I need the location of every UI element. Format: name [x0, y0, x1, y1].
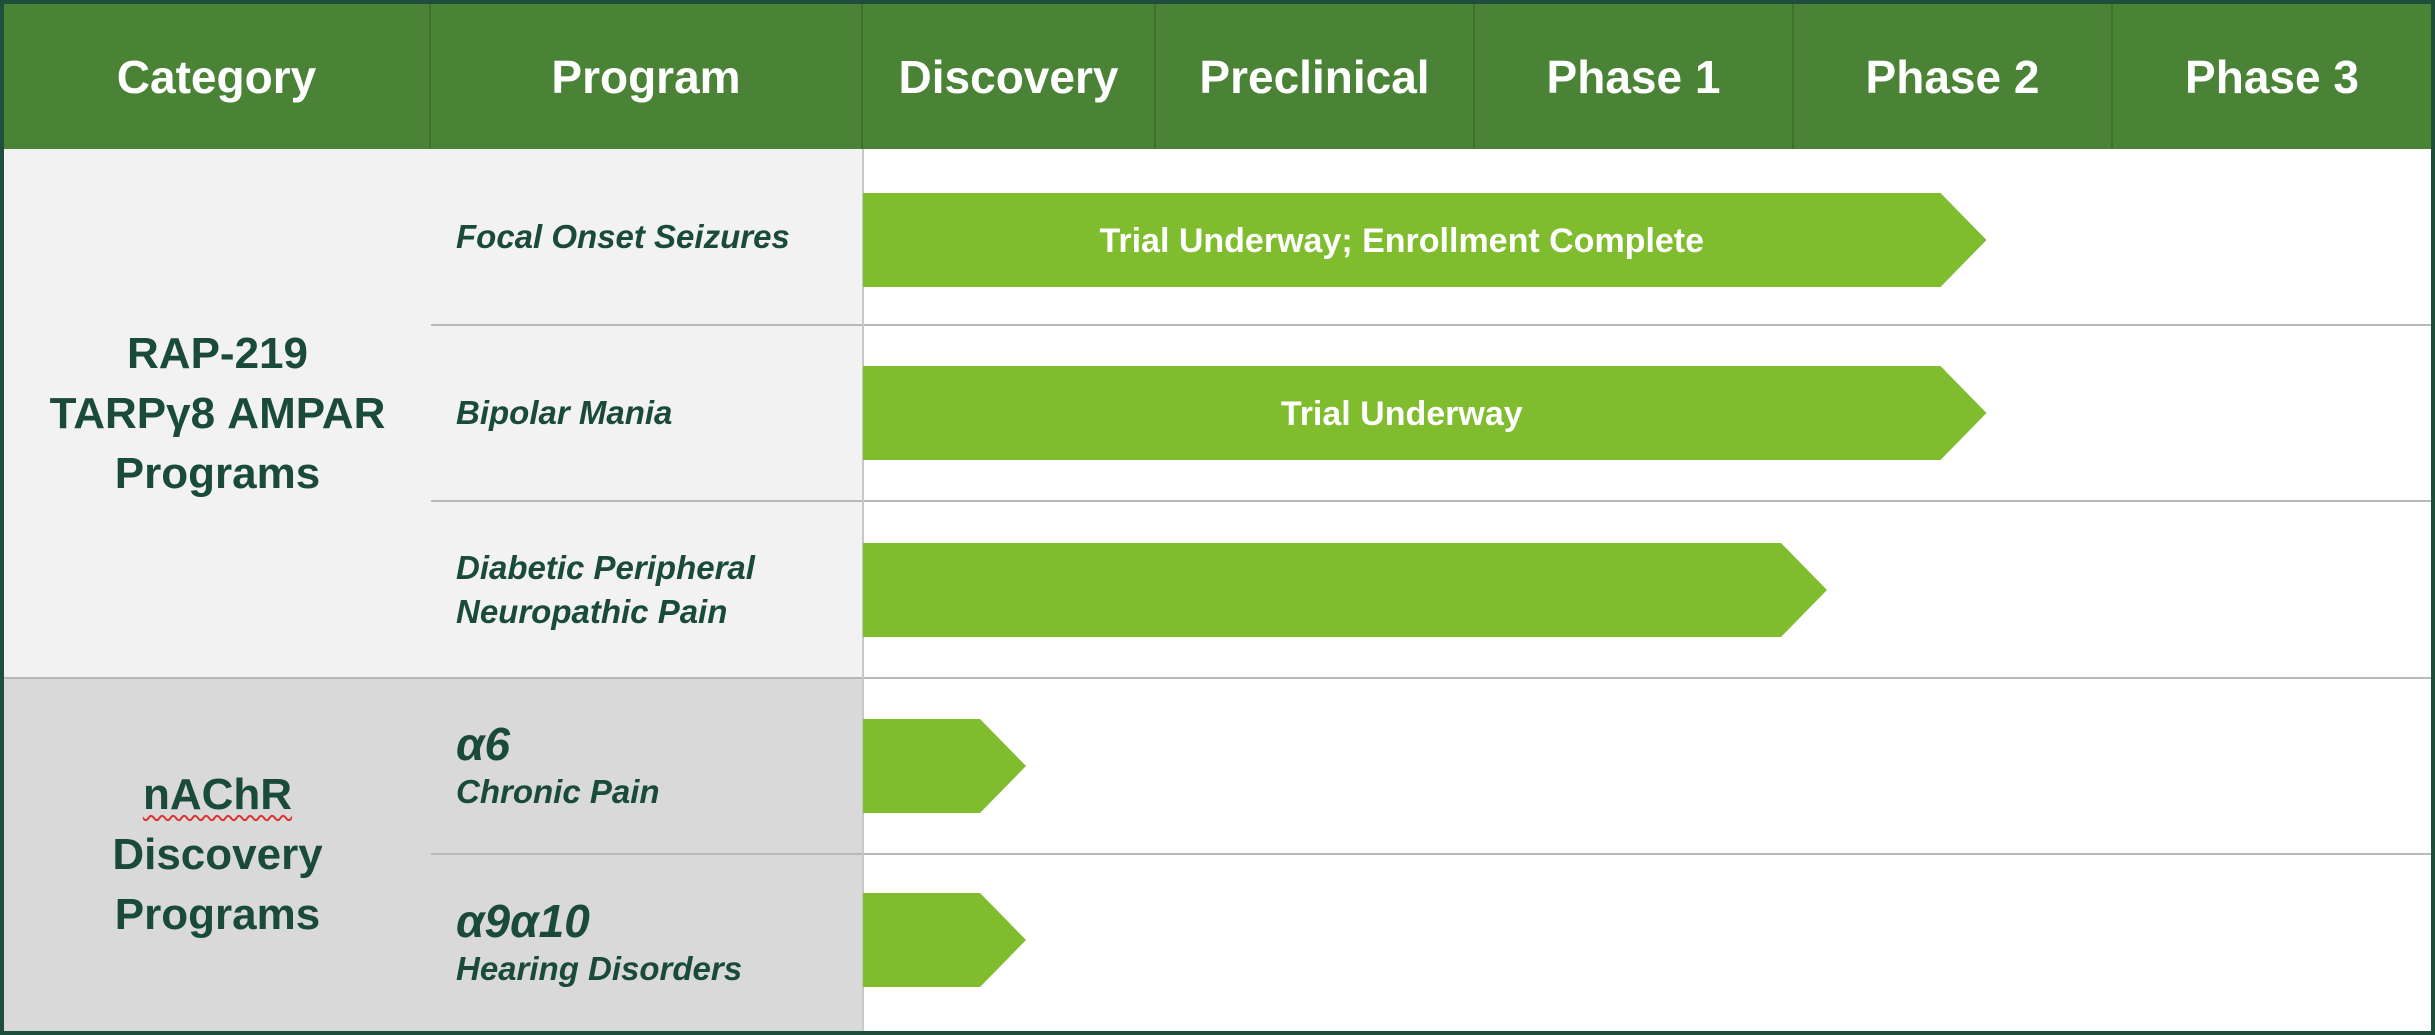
- category-nachr: nAChR Discovery Programs: [4, 678, 431, 1031]
- category-rap219-line-1: RAP-219: [127, 328, 308, 378]
- category-nachr-line-1: nAChR: [142, 769, 293, 819]
- row-divider: [431, 324, 2431, 326]
- category-nachr-line-2: Discovery: [112, 829, 323, 879]
- row-divider: [431, 500, 2431, 502]
- row-divider: [4, 677, 2431, 679]
- program-bipolar-mania-label: Bipolar Mania: [456, 394, 673, 431]
- header-stage-discovery: Discovery: [863, 4, 1156, 149]
- program-alpha9alpha10-target: α9α10: [456, 894, 590, 947]
- header-stage-phase2: Phase 2: [1794, 4, 2113, 149]
- program-alpha6: α6 Chronic Pain: [431, 678, 863, 854]
- header-stage-phase3: Phase 3: [2113, 4, 2431, 149]
- category-nachr-line-3: Programs: [114, 889, 321, 939]
- header-stage-phase1: Phase 1: [1475, 4, 1794, 149]
- program-alpha6-label: Chronic Pain: [456, 773, 660, 810]
- progress-bar-label-0-1: Trial Underway: [1281, 395, 1523, 433]
- category-rap219-line-3: Programs: [114, 448, 321, 498]
- category-rap219: RAP-219 TARPγ8 AMPAR Programs: [4, 149, 431, 678]
- program-bipolar-mania: Bipolar Mania: [431, 325, 863, 501]
- progress-bar-0-1: [863, 366, 1987, 460]
- progress-bar-0-0: [863, 193, 1987, 287]
- row-divider: [431, 853, 2431, 855]
- progress-bar-label-0-0: Trial Underway; Enrollment Complete: [1099, 222, 1704, 260]
- header-stage-preclinical: Preclinical: [1156, 4, 1475, 149]
- program-focal-onset-seizures-label: Focal Onset Seizures: [456, 218, 790, 255]
- program-alpha6-target: α6: [456, 718, 511, 770]
- program-alpha9alpha10: α9α10 Hearing Disorders: [431, 854, 863, 1031]
- progress-bar-1-0: [863, 719, 1026, 813]
- progress-bar-0-2: [863, 543, 1827, 637]
- program-dpnp: Diabetic Peripheral Neuropathic Pain: [431, 501, 863, 678]
- program-dpnp-label-line-1: Diabetic Peripheral: [456, 548, 755, 586]
- header-category: Category: [4, 4, 431, 149]
- program-dpnp-label-line-2: Neuropathic Pain: [456, 592, 728, 630]
- category-rap219-line-2: TARPγ8 AMPAR: [49, 388, 386, 438]
- program-alpha9alpha10-label: Hearing Disorders: [456, 949, 743, 987]
- header-program: Program: [431, 4, 863, 149]
- progress-bar-1-1: [863, 893, 1026, 987]
- program-focal-onset-seizures: Focal Onset Seizures: [431, 149, 863, 325]
